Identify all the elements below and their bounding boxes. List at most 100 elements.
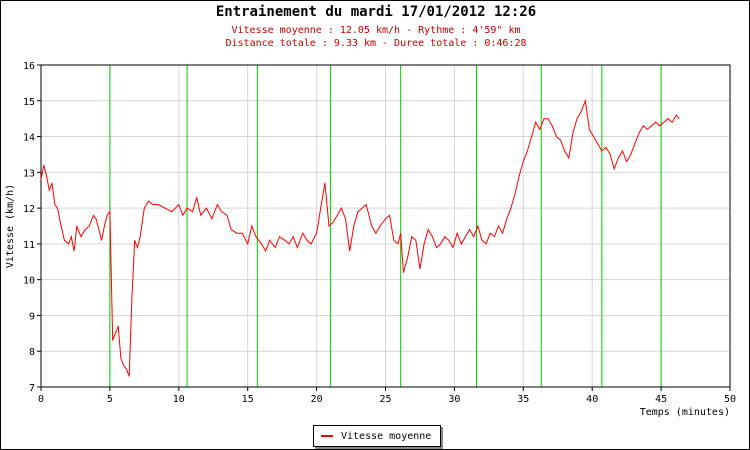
data-point [584, 100, 586, 102]
data-point [288, 243, 290, 245]
data-point [68, 243, 69, 245]
data-point [157, 204, 159, 205]
data-point [76, 225, 78, 227]
y-tick-label: 13 [23, 168, 35, 179]
data-point [385, 218, 386, 220]
data-point [43, 164, 45, 166]
data-point [393, 239, 395, 241]
data-point [411, 236, 413, 238]
data-point [601, 150, 603, 152]
data-point [211, 218, 213, 220]
data-point [106, 214, 108, 216]
data-point [73, 250, 75, 252]
data-point [103, 225, 105, 227]
data-point [407, 257, 408, 259]
data-point [84, 229, 86, 230]
data-point [651, 125, 652, 127]
data-point [48, 189, 50, 191]
data-point [485, 243, 487, 245]
data-point [80, 236, 82, 238]
data-point [148, 200, 149, 202]
data-point [576, 118, 578, 120]
data-point [514, 193, 516, 195]
data-point [112, 340, 114, 341]
x-tick-label: 5 [107, 394, 113, 405]
data-point [415, 239, 417, 241]
data-point [324, 182, 326, 184]
data-point [196, 196, 198, 198]
data-point [349, 250, 351, 252]
data-point [310, 243, 312, 245]
data-point [251, 225, 253, 227]
data-point [675, 114, 677, 116]
data-point [357, 211, 359, 213]
y-tick-label: 12 [23, 204, 35, 215]
data-point [539, 129, 541, 130]
x-tick-label: 50 [724, 394, 736, 405]
data-point [117, 325, 119, 327]
data-point [143, 207, 145, 209]
data-point [452, 247, 454, 248]
data-point [265, 250, 267, 252]
data-point [40, 179, 42, 180]
lap-marker-lines [109, 65, 662, 387]
data-point [630, 154, 632, 155]
data-point [493, 236, 495, 238]
data-point [120, 357, 122, 359]
chart-subtitle-speed: Vitesse moyenne : 12.05 km/h - Rythme : … [231, 25, 521, 36]
data-point [403, 272, 404, 273]
data-point [436, 247, 437, 248]
data-point [659, 125, 661, 127]
data-point [473, 236, 475, 238]
data-point [131, 297, 133, 298]
data-point [57, 207, 58, 209]
data-point [375, 232, 377, 234]
data-point [178, 204, 180, 205]
data-point [642, 125, 644, 127]
data-point [328, 225, 330, 227]
x-tick-label: 30 [448, 394, 460, 405]
data-point [419, 268, 421, 270]
y-axis-label: Vitesse (km/h) [5, 184, 16, 268]
data-point [564, 150, 566, 152]
data-point [164, 207, 166, 209]
data-point [278, 236, 280, 238]
data-point [316, 232, 317, 234]
y-tick-label: 9 [29, 311, 35, 322]
data-point [226, 214, 228, 216]
data-point [70, 236, 72, 238]
data-point [221, 211, 222, 213]
x-tick-label: 40 [586, 394, 598, 405]
y-tick-label: 11 [23, 240, 35, 251]
data-point [92, 214, 94, 216]
grid-lines [40, 64, 731, 388]
data-point [593, 136, 594, 137]
data-point [59, 222, 61, 223]
series-layer [40, 98, 680, 377]
data-point [555, 136, 557, 137]
data-point [572, 132, 574, 134]
data-point [361, 207, 363, 209]
data-point [292, 236, 294, 238]
data-point [230, 229, 232, 230]
data-point [560, 139, 561, 141]
data-point [667, 118, 669, 120]
data-point [320, 207, 322, 209]
data-point [192, 211, 193, 213]
data-point [568, 157, 570, 159]
data-point [341, 207, 342, 209]
data-point [634, 143, 636, 145]
data-point [54, 204, 56, 205]
data-point [379, 225, 381, 227]
y-tick-label: 7 [29, 383, 35, 394]
data-point [423, 243, 425, 245]
data-point [397, 243, 399, 245]
x-axis-ticks: 0 5 10 15 20 25 30 35 40 45 50 [38, 387, 736, 405]
x-tick-label: 15 [242, 394, 254, 405]
data-point [134, 239, 136, 241]
data-point [481, 239, 483, 241]
data-point [531, 136, 532, 137]
data-point [64, 239, 65, 241]
data-point [269, 239, 271, 241]
